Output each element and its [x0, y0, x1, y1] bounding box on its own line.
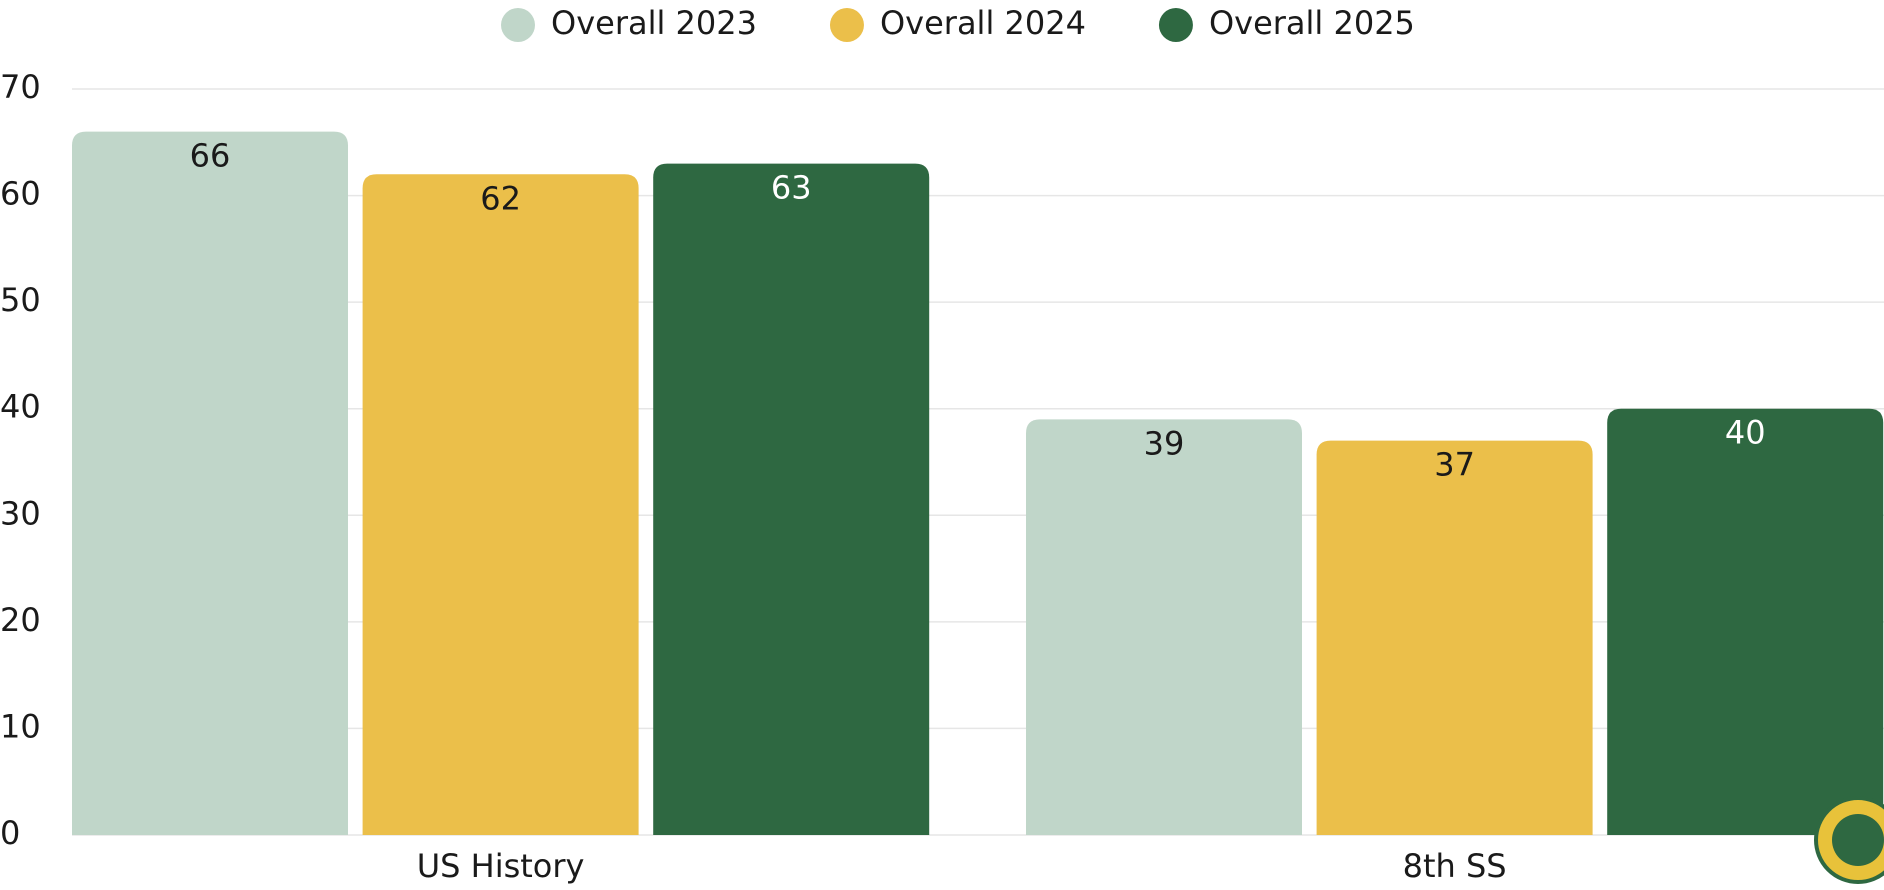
bar — [1607, 408, 1884, 835]
bar — [1316, 440, 1593, 835]
data-label: 63 — [771, 169, 812, 207]
x-tick-label: US History — [417, 847, 585, 885]
legend-swatch — [829, 8, 864, 42]
legend-label: Overall 2024 — [880, 4, 1086, 42]
y-tick-label: 20 — [0, 601, 41, 639]
logo — [1814, 796, 1884, 884]
data-label: 37 — [1434, 446, 1475, 484]
data-label: 62 — [480, 179, 521, 217]
y-tick-label: 40 — [0, 388, 41, 426]
legend-label: Overall 2023 — [551, 4, 757, 42]
data-label: 66 — [190, 137, 231, 175]
data-label: 39 — [1144, 424, 1185, 462]
bar — [653, 163, 930, 836]
legend-label: Overall 2025 — [1209, 4, 1415, 42]
bar — [362, 174, 639, 835]
x-tick-label: 8th SS — [1403, 847, 1507, 885]
bar — [1026, 419, 1302, 835]
y-tick-label: 30 — [0, 494, 41, 532]
y-tick-label: 0 — [0, 814, 20, 852]
legend-swatch — [1158, 8, 1193, 42]
y-tick-label: 50 — [0, 281, 41, 319]
y-tick-label: 60 — [0, 175, 41, 213]
data-label: 40 — [1725, 414, 1766, 452]
legend-swatch — [501, 8, 535, 42]
bar — [72, 131, 348, 836]
y-tick-label: 70 — [0, 68, 41, 106]
y-tick-label: 10 — [0, 707, 41, 745]
